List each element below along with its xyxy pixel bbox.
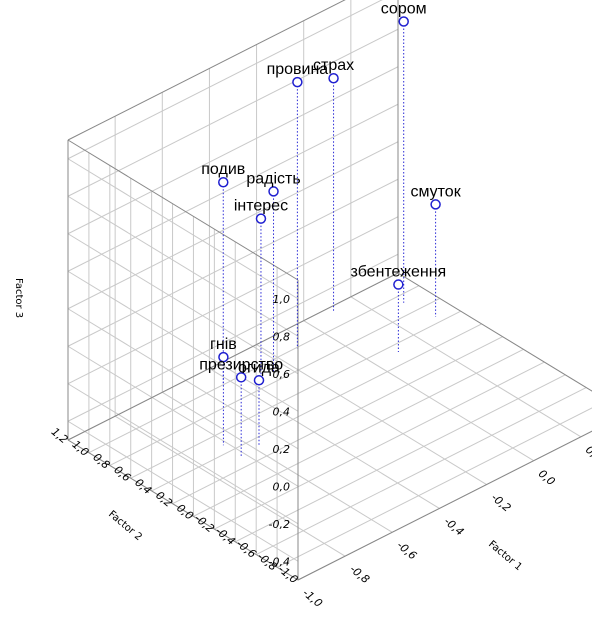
wall-grid-line (67, 66, 399, 235)
x-tick-label: 0,0 (536, 467, 558, 488)
data-point (253, 375, 265, 386)
floor-grid-line (276, 407, 592, 568)
box-edge (397, 272, 592, 392)
z-tick-label: 0,6 (273, 368, 291, 381)
plot-box-grid (67, 0, 592, 581)
wall-grid-line (67, 420, 299, 562)
point-label: інтерес (234, 198, 288, 215)
wall-grid-line (67, 28, 399, 197)
box-edge (67, 139, 299, 281)
box-edge (67, 0, 346, 141)
z-tick-label: 0,4 (273, 405, 291, 418)
x-tick-label: 0,2 (583, 443, 592, 464)
x-tick-label: -1,0 (300, 586, 325, 610)
wall-grid-line (67, 141, 399, 310)
point-label: страх (313, 57, 354, 74)
wall-grid-line (67, 158, 299, 300)
point-label: смуток (410, 183, 461, 200)
point-label: провина (267, 61, 329, 78)
box-edge (67, 439, 299, 581)
floor-grid-line (255, 387, 587, 555)
y-tick-label: 1,0 (70, 438, 92, 459)
x-tick-label: -0,4 (442, 515, 467, 539)
z-tick-label: -0,2 (269, 518, 290, 531)
wall-grid-line (67, 103, 399, 272)
floor-grid-line (109, 298, 441, 466)
floor-grid-line (214, 361, 545, 530)
x-axis-title: Factor 1 (486, 539, 524, 573)
data-point (292, 76, 303, 88)
data-point (268, 186, 279, 197)
data-point (393, 279, 404, 290)
floor-grid-line (297, 430, 592, 581)
floor-grid-line (235, 374, 566, 543)
y-tick-label: 0,4 (132, 476, 154, 497)
z-tick-label: 1,0 (273, 293, 291, 306)
wall-grid-line (67, 178, 399, 347)
z-tick-label: 0,2 (273, 443, 291, 456)
floor-grid-line (88, 285, 420, 454)
x-tick-label: -0,6 (394, 539, 419, 563)
floor-grid-line (350, 296, 582, 438)
y-axis-title: Factor 2 (106, 509, 144, 543)
z-axis-title: Factor 3 (13, 278, 24, 318)
wall-grid-line (67, 253, 399, 422)
x-tick-label: -0,2 (489, 491, 514, 515)
wall-grid-line (67, 308, 299, 450)
wall-grid-line (67, 0, 383, 160)
point-label: гнів (210, 336, 237, 353)
y-tick-label: 0,6 (111, 463, 133, 484)
floor-grid-line (130, 310, 461, 479)
data-point (218, 351, 229, 363)
point-label: огида (238, 359, 280, 376)
wall-grid-line (67, 233, 299, 375)
wall-grid-line (67, 345, 299, 487)
data-point (235, 372, 247, 383)
point-label: збентеження (351, 264, 447, 281)
box-edge (67, 272, 399, 441)
data-point (218, 176, 229, 188)
data-point (430, 199, 441, 210)
data-point (328, 72, 339, 84)
floor-grid-line (151, 323, 482, 492)
z-tick-label: 0,8 (273, 330, 291, 343)
wall-grid-line (67, 216, 399, 385)
x-tick-label: -0,8 (347, 562, 372, 586)
floor-grid-line (172, 336, 503, 505)
point-label: подив (201, 161, 245, 178)
point-label: сором (381, 0, 427, 17)
wall-grid-line (67, 195, 299, 337)
point-label: презирство (199, 356, 283, 373)
z-tick-label: -0,4 (269, 555, 290, 568)
z-tick-label: 0,0 (273, 480, 291, 493)
data-point (255, 213, 267, 224)
floor-grid-line (303, 320, 534, 462)
floor-grid-line (209, 368, 440, 509)
data-points (218, 16, 441, 386)
y-tick-label: 0,2 (153, 489, 175, 510)
y-tick-label: 0,8 (90, 451, 112, 472)
floor-grid-line (256, 344, 487, 485)
wall-grid-line (67, 383, 299, 525)
wall-grid-line (67, 270, 299, 412)
y-tick-label: 1,2 (49, 425, 71, 446)
drop-lines (222, 21, 437, 457)
point-label: радість (246, 170, 300, 187)
floor-grid-line (114, 415, 346, 557)
data-point (398, 16, 409, 27)
floor-grid-line (193, 348, 524, 517)
box-edge (297, 430, 592, 581)
